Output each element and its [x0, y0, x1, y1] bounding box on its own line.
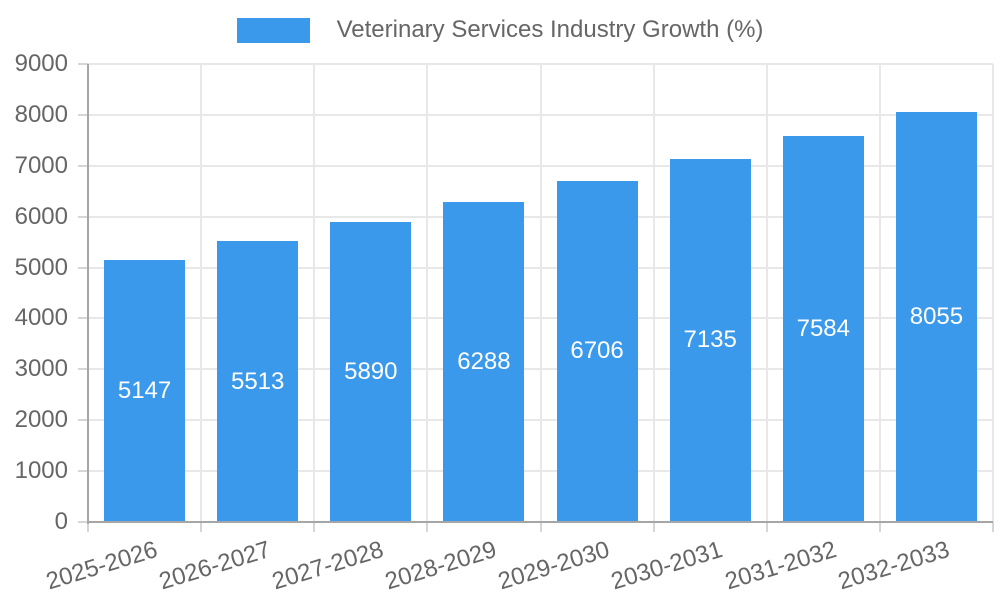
- x-tick-label: 2030-2031: [608, 536, 727, 596]
- x-tick-label: 2031-2032: [721, 536, 840, 596]
- y-tick-mark: [78, 266, 88, 269]
- bar[interactable]: 6288: [443, 202, 525, 522]
- x-tick-mark: [426, 522, 429, 532]
- x-tick-mark: [313, 522, 316, 532]
- plot-area: 0 1000 2000 3000 4000 5000 6000 7000 8000 9000 514…: [15, 50, 994, 595]
- y-tick-label: 7000: [14, 151, 68, 179]
- x-tick-label: 2032-2033: [834, 536, 953, 596]
- y-tick-label: 8000: [14, 100, 68, 128]
- y-tick-label: 4000: [14, 304, 68, 332]
- v-gridline: [200, 64, 203, 522]
- y-tick-mark: [78, 63, 88, 65]
- y-tick-label: 0: [54, 508, 68, 535]
- y-tick-label: 3000: [14, 355, 68, 383]
- y-tick-mark: [78, 215, 88, 218]
- y-tick-mark: [78, 113, 88, 116]
- x-tick-mark: [765, 522, 768, 532]
- x-tick-mark: [992, 522, 994, 532]
- bar-value-label: 5890: [344, 358, 398, 386]
- bar[interactable]: 5513: [217, 241, 299, 522]
- y-tick-label: 5000: [14, 253, 68, 281]
- y-tick-label: 6000: [14, 202, 68, 230]
- legend[interactable]: Veterinary Services Industry Growth (%): [0, 16, 1000, 44]
- y-tick-label: 9000: [14, 50, 68, 77]
- y-tick-mark: [78, 164, 88, 167]
- y-tick-mark: [78, 317, 88, 320]
- bar-value-label: 8055: [909, 303, 964, 331]
- y-tick-label: 1000: [14, 457, 68, 485]
- x-tick-mark: [652, 522, 655, 532]
- y-tick-mark: [78, 470, 88, 473]
- y-tick-mark: [78, 368, 88, 371]
- x-tick-label: 2029-2030: [495, 536, 613, 596]
- x-tick-mark: [200, 522, 203, 532]
- x-tick-label: 2026-2027: [155, 536, 274, 596]
- v-gridline: [652, 64, 655, 522]
- bar-value-label: 7135: [683, 326, 737, 354]
- v-gridline: [992, 64, 994, 522]
- x-tick-mark: [539, 522, 542, 532]
- y-tick-label: 2000: [14, 406, 68, 434]
- x-tick-mark: [87, 522, 89, 532]
- v-gridline: [539, 64, 542, 522]
- v-gridline: [878, 64, 881, 522]
- v-gridline: [313, 64, 316, 522]
- legend-swatch: [236, 17, 310, 43]
- legend-label: Veterinary Services Industry Growth (%): [336, 16, 764, 43]
- y-axis-line: [87, 64, 89, 524]
- y-tick-mark: [78, 521, 88, 523]
- bar-value-label: 5513: [230, 367, 285, 395]
- bar-value-label: 6706: [570, 337, 624, 365]
- bar-value-label: 5147: [117, 377, 172, 405]
- x-tick-label: 2028-2029: [382, 536, 500, 596]
- x-tick-mark: [878, 522, 881, 532]
- bar[interactable]: 5890: [330, 222, 412, 522]
- bar[interactable]: 7584: [782, 136, 864, 522]
- bar-value-label: 6288: [457, 348, 511, 375]
- bar[interactable]: 5147: [104, 260, 186, 522]
- bar[interactable]: 7135: [669, 158, 751, 522]
- bar[interactable]: 8055: [895, 112, 977, 522]
- bar-value-label: 7584: [796, 315, 850, 343]
- v-gridline: [426, 64, 429, 522]
- x-tick-label: 2027-2028: [269, 536, 387, 596]
- x-tick-label: 2025-2026: [42, 536, 161, 596]
- x-axis-line: [88, 521, 993, 523]
- y-tick-mark: [78, 419, 88, 422]
- bar[interactable]: 6706: [556, 180, 638, 522]
- v-gridline: [765, 64, 768, 522]
